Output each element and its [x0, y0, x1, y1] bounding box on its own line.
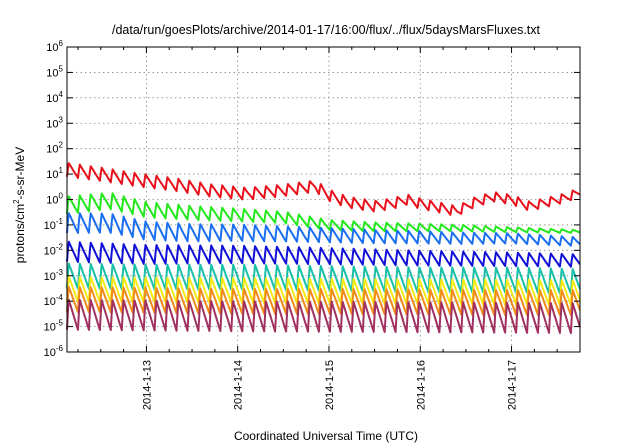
series-line-8 [66, 298, 581, 335]
y-tick-label-base: 10 [46, 67, 58, 79]
y-tick-label-exp: 0 [59, 192, 64, 201]
series-line-4 [66, 240, 581, 268]
x-tick-label: 2014-1-16 [415, 360, 427, 410]
y-tick-label-base: 10 [44, 347, 56, 359]
y-tick-label-base: 10 [44, 296, 56, 308]
y-tick-label: 10-1 [44, 217, 64, 232]
y-tick-label: 10-4 [44, 293, 64, 308]
y-tick-label-exp: -5 [56, 319, 64, 328]
series-line-2 [66, 192, 581, 234]
y-tick-label-exp: 3 [59, 115, 64, 124]
y-tick-label-exp: 1 [59, 166, 64, 175]
y-tick-label: 10-6 [44, 344, 64, 359]
series-group [66, 162, 581, 335]
y-tick-label-base: 10 [46, 93, 58, 105]
y-tick-label-base: 10 [44, 220, 56, 232]
y-tick-label: 102 [46, 141, 63, 156]
y-tick-label: 100 [46, 192, 63, 207]
y-tick-label-exp: 4 [59, 90, 64, 99]
series-line-3 [66, 212, 581, 247]
y-axis-label-main: protons/cm [13, 204, 27, 263]
x-tick-label: 2014-1-17 [507, 360, 519, 410]
y-tick-label-exp: -6 [56, 344, 64, 353]
y-tick-label-exp: -4 [56, 293, 64, 302]
y-axis-label: protons/cm2-s-sr-MeV [12, 147, 27, 263]
y-tick-label: 105 [46, 64, 63, 79]
series-line-1 [66, 162, 581, 216]
y-tick-label: 10-5 [44, 319, 64, 334]
y-tick-label: 104 [46, 90, 63, 105]
y-tick-label-exp: -2 [56, 242, 64, 251]
y-tick-label-base: 10 [46, 144, 58, 156]
y-axis-label-sup: 2 [12, 199, 21, 204]
y-tick-label-exp: 6 [59, 39, 64, 48]
x-tick-label: 2014-1-13 [141, 360, 153, 410]
y-tick-label-exp: -3 [56, 268, 64, 277]
x-axis-label: Coordinated Universal Time (UTC) [234, 429, 418, 443]
y-tick-label-exp: 2 [59, 141, 64, 150]
y-tick-label-base: 10 [44, 271, 56, 283]
x-tick-label: 2014-1-15 [324, 360, 336, 410]
x-tick-label: 2014-1-14 [233, 360, 245, 410]
y-tick-label: 10-2 [44, 242, 64, 257]
chart-title: /data/run/goesPlots/archive/2014-01-17/1… [112, 23, 541, 37]
y-axis-label-tail: -s-sr-MeV [13, 147, 27, 200]
x-axis: 2014-1-13 2014-1-14 2014-1-15 2014-1-16 2014… [77, 47, 581, 410]
y-tick-label-base: 10 [44, 322, 56, 334]
y-tick-label: 101 [46, 166, 63, 181]
y-axis: 10-610-510-410-310-210-11001011021031041… [44, 39, 580, 359]
y-tick-label: 10-3 [44, 268, 64, 283]
y-tick-label-base: 10 [46, 169, 58, 181]
y-tick-label-base: 10 [46, 195, 58, 207]
y-tick-label-exp: 5 [59, 64, 64, 73]
y-tick-label-base: 10 [46, 118, 58, 130]
grid-lines [67, 47, 580, 352]
y-tick-label-base: 10 [44, 245, 56, 257]
y-tick-label-exp: -1 [56, 217, 64, 226]
y-tick-label: 103 [46, 115, 63, 130]
y-tick-label: 106 [46, 39, 63, 54]
y-tick-label-base: 10 [46, 42, 58, 54]
